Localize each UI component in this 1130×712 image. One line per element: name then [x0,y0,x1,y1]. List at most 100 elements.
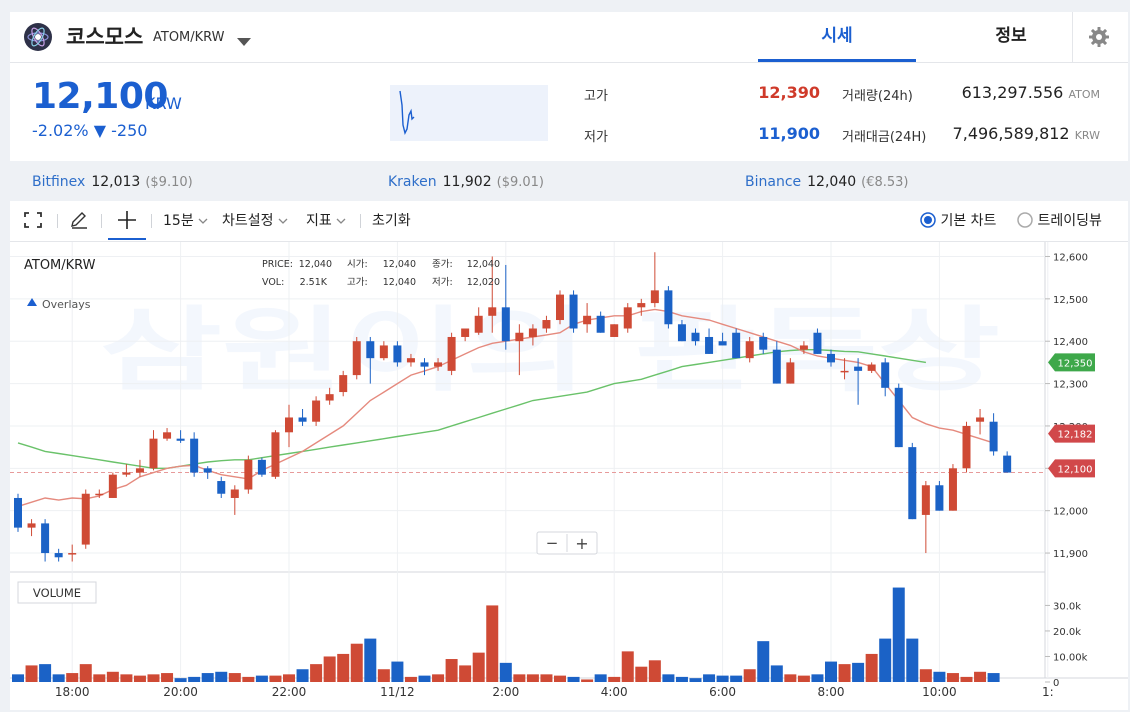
volume-label-box [17,581,97,604]
volume-bar [161,673,174,682]
info-open-label: 시가: [347,259,368,270]
candle-body [515,332,524,342]
chart-settings-select[interactable]: 차트설정 [222,210,288,230]
candle-body [948,468,957,511]
x-tick-label: 10:00 [922,685,957,699]
volume-bar [215,671,228,682]
volume-bar [825,661,837,682]
x-tick-label: 1: [1042,685,1054,699]
exchange-name: Kraken [388,174,437,190]
chevron-down-icon [336,213,346,229]
app: 코스모스 ATOM/KRW 시세 정보 [10,12,1128,710]
candle-body [312,400,321,422]
candle-body [596,315,605,333]
candle-body [1003,455,1012,473]
volume-tick-label: 30.0k [1053,601,1081,612]
tab-info[interactable]: 정보 [995,26,1027,46]
gear-icon[interactable] [1088,26,1110,52]
volume-bar [797,675,810,682]
fullscreen-icon[interactable] [24,212,42,232]
exchange-kraken[interactable]: Kraken 11,902 ($9.01) [388,174,544,190]
volume-bar [526,674,539,682]
candle-body [406,358,415,363]
time-axis: 18:00 20:00 22:00 11/12 2:00 4:00 6:00 8:00 10:0… [55,685,1054,699]
change-down-arrow-icon: ▼ [93,121,107,140]
x-tick-label: 22:00 [272,685,307,699]
volume-bar [296,669,309,682]
divider [151,214,152,228]
chart-settings-label: 차트설정 [222,213,274,229]
exchange-bitfinex[interactable]: Bitfinex 12,013 ($9.10) [32,174,193,190]
indicators-select[interactable]: 지표 [306,210,346,230]
candle-body [772,349,781,384]
exchange-binance[interactable]: Binance 12,040 (€8.53) [745,174,909,190]
x-tick-label: 6:00 [709,685,736,699]
pencil-icon[interactable] [69,211,89,233]
volume-bar [445,659,458,682]
volume-bar [770,665,783,682]
price-tag [1048,459,1095,478]
volume-tick-label: 20.0k [1053,627,1081,638]
candle-body [637,303,646,308]
candle-body [989,421,998,452]
tab-price[interactable]: 시세 [758,12,916,62]
exchange-eur-price: (€8.53) [861,175,909,190]
candle-body [935,485,944,511]
volume-bar [486,605,499,682]
volume-bar [730,675,743,682]
chevron-down-icon [278,213,288,229]
ohlc-info: PRICE: 12,040 시가: 12,040 종가: 12,040 VOL:… [262,259,500,288]
basic-chart-label: 기본 차트 [940,213,997,229]
y-tick-label: 12,000 [1053,507,1088,518]
candle-body [786,362,795,384]
volume-bar [66,673,79,682]
volume-bar [472,652,485,682]
volume-bar [133,675,146,682]
volume-bar [608,676,621,682]
price-tag [1048,353,1095,372]
coin-pair: ATOM/KRW [153,30,225,45]
crosshair-icon[interactable] [108,205,146,240]
interval-select[interactable]: 15분 [163,210,208,230]
candle-body [610,324,619,337]
zoom-out-button[interactable]: − [546,534,559,552]
candle-body [352,341,361,376]
candle-body [41,523,50,554]
volume-bar [757,641,770,682]
coin-select-chevron-down-icon[interactable] [236,32,252,51]
reset-button[interactable]: 초기화 [372,213,411,229]
x-tick-label: 20:00 [163,685,198,699]
volume-bar [716,675,729,682]
volume-bar [323,656,336,682]
change-amount: -250 [111,121,148,140]
price-change: -2.02% ▼ -250 [32,121,147,140]
candle-body [677,324,686,342]
volume-bar [852,662,865,682]
divider [57,214,58,228]
high-label: 고가 [584,89,608,104]
radio-unchecked-icon [1017,212,1033,229]
overlays-label[interactable]: Overlays [42,298,91,311]
price-tag-label: 12,100 [1058,464,1093,475]
x-tick-label: 8:00 [818,685,845,699]
chart-canvas[interactable]: 삼원이의 판독상 11,90012,00012,10012,20012,3001… [10,242,1128,710]
volume-bar [25,665,38,682]
volume-24h-label: 거래량(24h) [842,89,913,104]
volume-bar [242,676,255,682]
volume-bar [350,643,363,682]
basic-chart-radio[interactable]: 기본 차트 [920,210,996,230]
volume-bar [79,664,92,682]
price-chart[interactable]: 삼원이의 판독상 11,90012,00012,10012,20012,3001… [10,242,1128,710]
volume-bar [689,678,702,682]
candle-body [759,336,768,350]
zoom-in-button[interactable]: + [575,534,588,553]
volume-bar [391,661,404,682]
candle-body [203,468,212,473]
divider [1072,12,1073,62]
info-close-label: 종가: [432,259,453,270]
turnover-24h-value: 7,496,589,812 KRW [930,124,1100,143]
divider [101,214,102,228]
candle-body [501,307,510,342]
tradingview-radio[interactable]: 트레이딩뷰 [1017,210,1102,230]
chart-toolbar: 15분 차트설정 지표 초기화 기본 차트 트레이딩뷰 [10,201,1128,242]
